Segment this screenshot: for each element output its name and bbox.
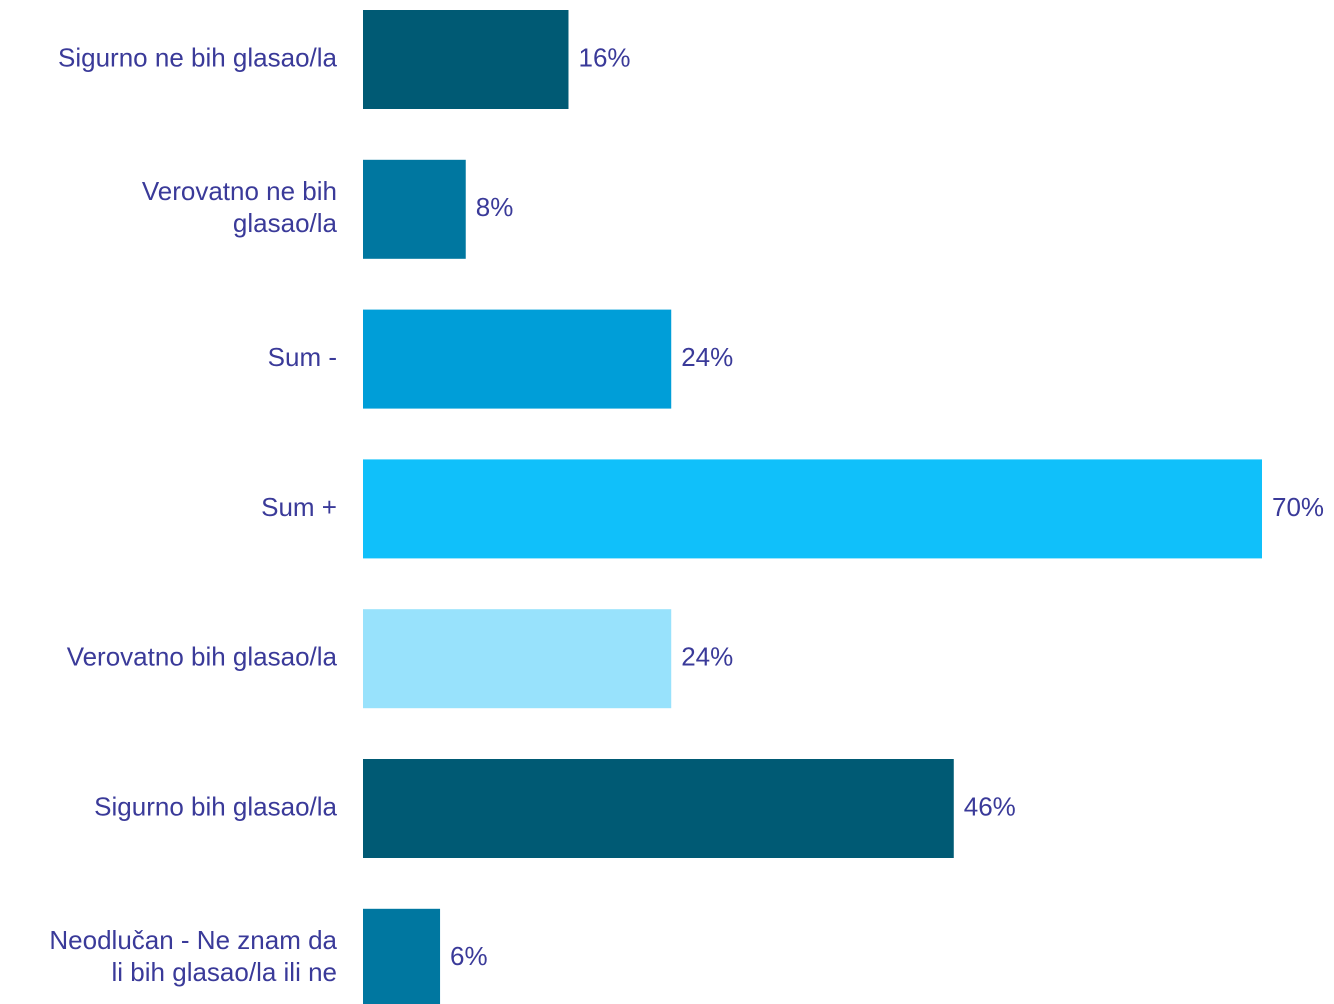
- value-label-5: 46%: [964, 791, 1016, 821]
- category-label-line: Verovatno ne bih: [142, 176, 337, 206]
- value-label-3: 70%: [1272, 492, 1324, 522]
- value-label-1: 8%: [476, 192, 514, 222]
- category-label-3: Sum +: [261, 492, 337, 522]
- category-label-line: Sigurno ne bih glasao/la: [58, 42, 338, 72]
- category-label-0: Sigurno ne bih glasao/la: [58, 42, 338, 72]
- bar-6: [363, 908, 441, 1004]
- category-label-2: Sum -: [268, 342, 337, 372]
- category-label-line: Sum +: [261, 492, 337, 522]
- value-label-6: 6%: [450, 941, 488, 971]
- bar-2: [363, 309, 672, 409]
- bar-0: [363, 10, 569, 109]
- value-label-0: 16%: [578, 42, 630, 72]
- category-label-line: Sum -: [268, 342, 337, 372]
- category-label-1: Verovatno ne bih glasao/la: [142, 176, 338, 238]
- category-label-5: Sigurno bih glasao/la: [94, 791, 337, 821]
- category-label-4: Verovatno bih glasao/la: [67, 642, 338, 672]
- value-label-2: 24%: [681, 342, 733, 372]
- category-label-line: Sigurno bih glasao/la: [94, 791, 337, 821]
- bar-4: [363, 609, 672, 709]
- category-label-line: glasao/la: [233, 208, 338, 238]
- category-label-line: Verovatno bih glasao/la: [67, 642, 338, 672]
- value-label-4: 24%: [681, 642, 733, 672]
- category-label-6: Neodlučan - Ne znam da li bih glasao/la i…: [49, 925, 337, 987]
- bar-3: [363, 459, 1262, 559]
- category-label-line: li bih glasao/la ili ne: [112, 957, 337, 987]
- bar-1: [363, 159, 466, 259]
- category-label-line: Neodlučan - Ne znam da: [49, 925, 337, 955]
- bar-5: [363, 759, 954, 858]
